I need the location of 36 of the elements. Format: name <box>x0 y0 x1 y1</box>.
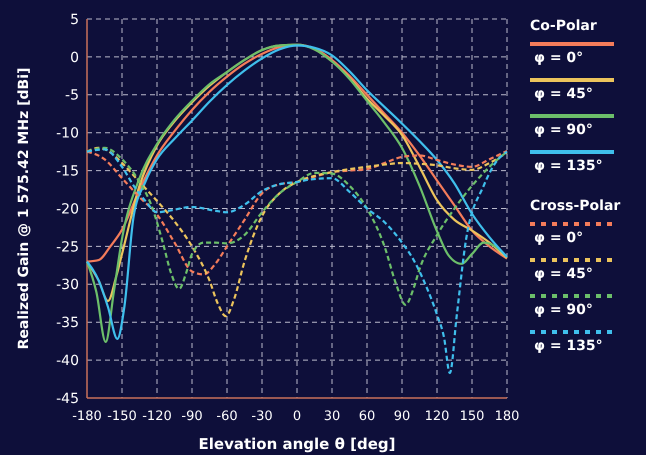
legend-label: φ = 45° <box>534 266 593 282</box>
legend-label: φ = 90° <box>534 302 593 318</box>
y-tick-label: -15 <box>56 164 79 180</box>
y-tick-label: -30 <box>56 277 79 294</box>
x-tick-label: 0 <box>292 409 302 424</box>
x-tick-label: -90 <box>181 409 203 424</box>
y-tick-label: -35 <box>56 315 79 332</box>
y-tick-label: -5 <box>65 88 79 104</box>
legend-label: φ = 0° <box>534 230 584 246</box>
x-tick-label: 150 <box>460 409 484 424</box>
y-tick-label: 5 <box>70 12 79 28</box>
y-tick-label: -40 <box>56 353 79 369</box>
legend-title: Co-Polar <box>530 18 597 34</box>
x-tick-label: -60 <box>216 409 238 424</box>
y-tick-label: 0 <box>70 50 79 66</box>
y-tick-label: -25 <box>56 239 79 256</box>
y-tick-label: -20 <box>56 201 79 218</box>
x-axis-title: Elevation angle θ [deg] <box>198 435 396 453</box>
legend-label: φ = 90° <box>534 122 593 138</box>
x-tick-label: -30 <box>251 409 273 424</box>
x-tick-label: 90 <box>394 409 410 424</box>
legend-label: φ = 0° <box>534 50 584 66</box>
x-tick-label: -180 <box>72 409 102 424</box>
text: Cross-Polar <box>530 198 620 214</box>
x-tick-label: -120 <box>142 409 172 424</box>
legend-label: φ = 45° <box>534 86 593 102</box>
x-tick-label: 60 <box>358 409 376 424</box>
x-tick-label: 180 <box>494 409 520 424</box>
x-tick-label: 30 <box>324 409 340 424</box>
legend-label: φ = 135° <box>534 338 603 354</box>
y-axis-title: Realized Gain @ 1 575.42 MHz [dBi] <box>16 68 32 350</box>
y-tick-label: -45 <box>56 390 79 407</box>
x-tick-label: 120 <box>424 409 450 424</box>
y-tick-label: -10 <box>56 126 79 142</box>
x-tick-label: -150 <box>107 409 137 424</box>
legend-label: φ = 135° <box>534 158 603 174</box>
